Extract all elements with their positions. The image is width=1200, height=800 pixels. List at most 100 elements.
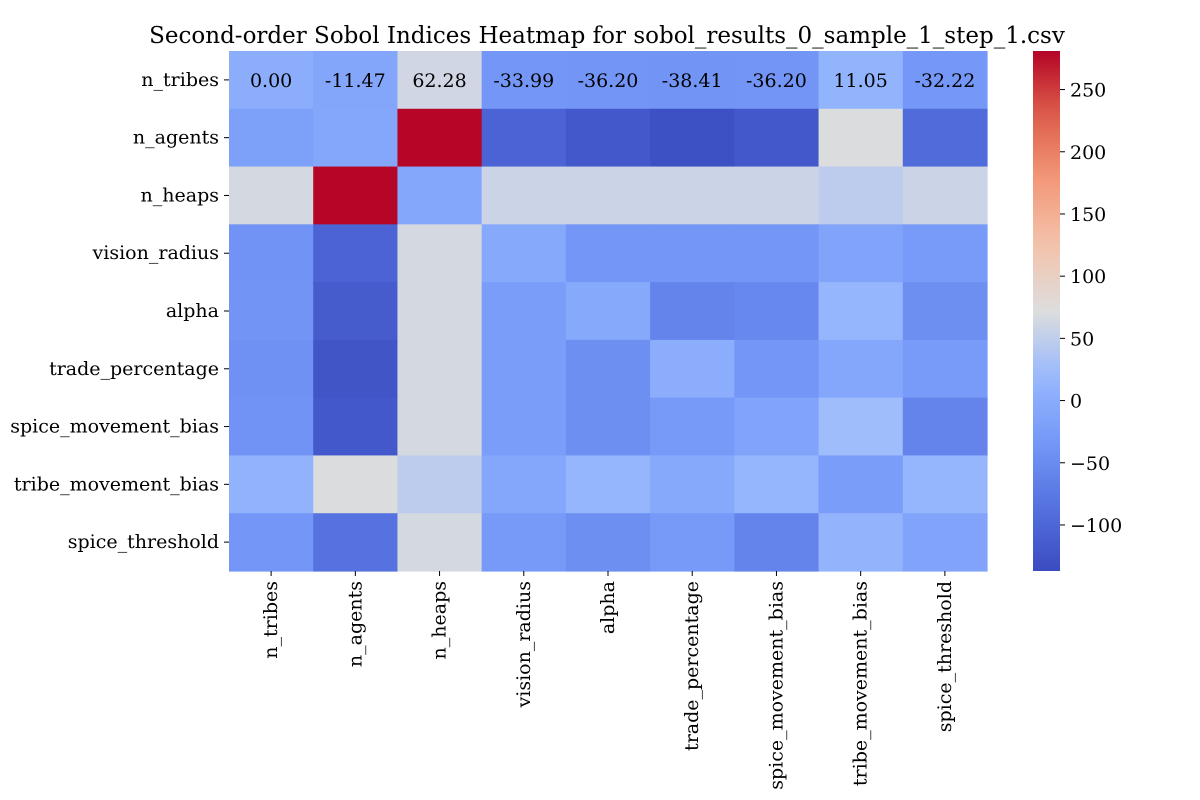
heatmap-cell: [313, 108, 399, 168]
y-tick-label: tribe_movement_bias: [14, 473, 219, 495]
chart-title: Second-order Sobol Indices Heatmap for s…: [149, 23, 1065, 49]
heatmap-cell: [229, 166, 314, 225]
heatmap-cell: [734, 108, 820, 168]
heatmap-cells: [229, 51, 988, 572]
heatmap-cell: [902, 282, 988, 341]
heatmap-cell: [565, 166, 651, 225]
heatmap-cell: [902, 397, 988, 457]
heatmap-cell: [313, 455, 399, 514]
heatmap-cell: [734, 282, 820, 341]
colorbar-tick-label: 200: [1070, 142, 1106, 164]
heatmap-cell: [565, 51, 651, 110]
y-tick-label: spice_threshold: [68, 531, 219, 553]
heatmap-cell: [481, 51, 567, 110]
heatmap-cell: [481, 108, 567, 168]
heatmap-cell: [818, 108, 904, 168]
heatmap-cell: [229, 108, 314, 168]
cell-value-label: -11.47: [325, 70, 386, 92]
heatmap-cell: [397, 51, 483, 110]
x-tick-label: n_agents: [344, 581, 366, 667]
colorbar-tick-label: 250: [1070, 80, 1106, 102]
heatmap-cell: [313, 397, 399, 457]
x-tick-label: n_heaps: [429, 581, 451, 659]
x-tick-label: vision_radius: [513, 581, 535, 708]
heatmap-cell: [397, 397, 483, 457]
heatmap-cell: [481, 397, 567, 457]
y-tick-label: n_agents: [133, 127, 219, 149]
heatmap-cell: [734, 51, 820, 110]
heatmap-cell: [818, 513, 904, 572]
y-axis-tick-labels: n_tribes n_agents n_heaps vision_radiusalph…: [10, 69, 229, 553]
heatmap-cell: [734, 455, 820, 514]
heatmap-cell: [397, 282, 483, 341]
y-tick-label: n_tribes: [141, 69, 219, 91]
heatmap-cell: [650, 455, 735, 514]
y-tick-label: vision_radius: [92, 242, 219, 264]
heatmap-cell: [481, 339, 567, 399]
heatmap-cell: [650, 513, 735, 572]
cell-value-label: 62.28: [412, 70, 466, 92]
heatmap-cell: [565, 282, 651, 341]
heatmap-cell: [481, 166, 567, 225]
heatmap-cell: [481, 513, 567, 572]
heatmap-cell: [481, 282, 567, 341]
heatmap-cell: [734, 513, 820, 572]
heatmap-cell: [481, 455, 567, 514]
heatmap-cell: [313, 224, 399, 283]
heatmap-cell: [734, 166, 820, 225]
y-tick-label: spice_movement_bias: [10, 416, 219, 438]
heatmap-cell: [902, 455, 988, 514]
x-tick-label: tribe_movement_bias: [850, 581, 872, 786]
heatmap-cell: [902, 108, 988, 168]
colorbar: [1033, 51, 1060, 571]
heatmap-cell: [397, 455, 483, 514]
x-tick-label: spice_movement_bias: [765, 581, 787, 790]
heatmap-cell: [818, 51, 904, 110]
heatmap-cell: [734, 339, 820, 399]
heatmap-cell: [229, 282, 314, 341]
heatmap-cell: [229, 339, 314, 399]
x-axis-tick-labels: n_tribes n_agents n_heaps vision_radius alph…: [260, 571, 956, 790]
x-tick-label: n_tribes: [260, 581, 282, 659]
heatmap-cell: [650, 108, 735, 168]
heatmap-cell: [397, 166, 483, 225]
heatmap-cell: [565, 339, 651, 399]
colorbar-tick-label: 100: [1070, 266, 1106, 288]
cell-value-label: -36.20: [578, 70, 639, 92]
heatmap-cell: [818, 166, 904, 225]
heatmap-cell: [650, 166, 735, 225]
x-tick-label: spice_threshold: [934, 581, 956, 732]
x-tick-label: alpha: [597, 581, 619, 634]
heatmap-cell: [565, 513, 651, 572]
heatmap-cell: [650, 397, 735, 457]
heatmap-cell: [313, 282, 399, 341]
cell-value-label: -36.20: [746, 70, 807, 92]
heatmap-cell: [818, 282, 904, 341]
y-tick-label: trade_percentage: [49, 358, 219, 380]
heatmap-cell: [650, 282, 735, 341]
colorbar-tick-label: 0: [1070, 391, 1082, 413]
heatmap-cell: [818, 455, 904, 514]
heatmap-cell: [229, 224, 314, 283]
heatmap-cell: [481, 224, 567, 283]
colorbar-tick-label: −100: [1070, 515, 1122, 537]
heatmap-cell: [734, 397, 820, 457]
cell-value-label: -33.99: [493, 70, 554, 92]
heatmap-cell: [229, 51, 314, 110]
cell-value-label: 11.05: [833, 70, 887, 92]
heatmap-cell: [734, 224, 820, 283]
heatmap-cell: [397, 513, 483, 572]
y-tick-label: n_heaps: [141, 184, 219, 206]
heatmap-cell: [650, 224, 735, 283]
heatmap-cell: [650, 51, 735, 110]
colorbar-tick-label: −50: [1070, 453, 1110, 475]
heatmap-cell: [565, 108, 651, 168]
heatmap-cell: [397, 224, 483, 283]
heatmap-cell: [565, 455, 651, 514]
heatmap-cell: [902, 339, 988, 399]
heatmap-cell: [229, 455, 314, 514]
heatmap-cell: [313, 513, 399, 572]
heatmap-cell: [818, 339, 904, 399]
heatmap-cell-labels: 0.00 -11.47 62.28 -33.99 -36.20 -38.41 -36.20 1…: [250, 70, 975, 92]
